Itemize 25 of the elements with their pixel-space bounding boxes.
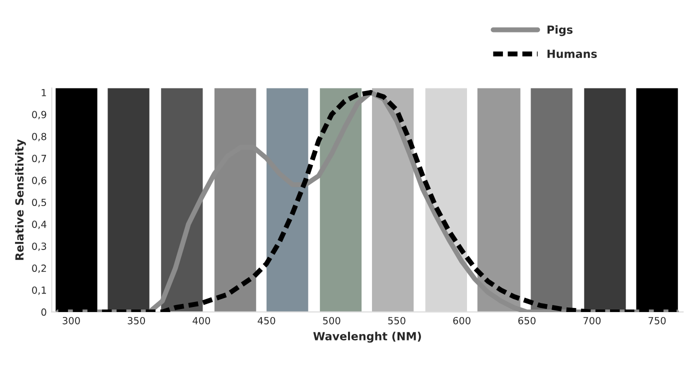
- x-tick-label: 750: [648, 316, 666, 324]
- y-tick-label: 0,7: [32, 154, 46, 164]
- y-tick-label: 0,3: [32, 242, 46, 251]
- y-tick-label: 0,1: [32, 286, 46, 295]
- x-tick-label: 600: [453, 316, 470, 324]
- x-tick-label: 650: [518, 316, 536, 324]
- y-tick-label: 0,9: [32, 110, 46, 120]
- x-tick-label: 450: [258, 316, 276, 324]
- y-tick-label: 0,6: [32, 176, 46, 186]
- x-tick-label: 500: [323, 316, 340, 324]
- x-tick-label: 350: [128, 316, 145, 324]
- y-tick-label: 0,2: [32, 264, 46, 273]
- x-tick-label: 700: [583, 316, 601, 324]
- legend-label: Pigs: [548, 25, 573, 36]
- x-tick-label: 550: [388, 316, 406, 324]
- x-tick-label: 400: [192, 316, 210, 324]
- y-tick-label: 0,5: [32, 198, 46, 208]
- y-tick-label: 0: [41, 308, 46, 316]
- y-tick-label: 0,4: [32, 220, 46, 229]
- y-tick-label: 0,8: [32, 132, 46, 142]
- y-tick-label: 1: [42, 89, 46, 96]
- x-axis-title: Wavelenght (NM): [313, 332, 421, 343]
- x-tick-label: 300: [62, 316, 80, 324]
- legend-label: Humans: [548, 50, 597, 58]
- y-axis-title: Relative Sensitivity: [15, 139, 26, 260]
